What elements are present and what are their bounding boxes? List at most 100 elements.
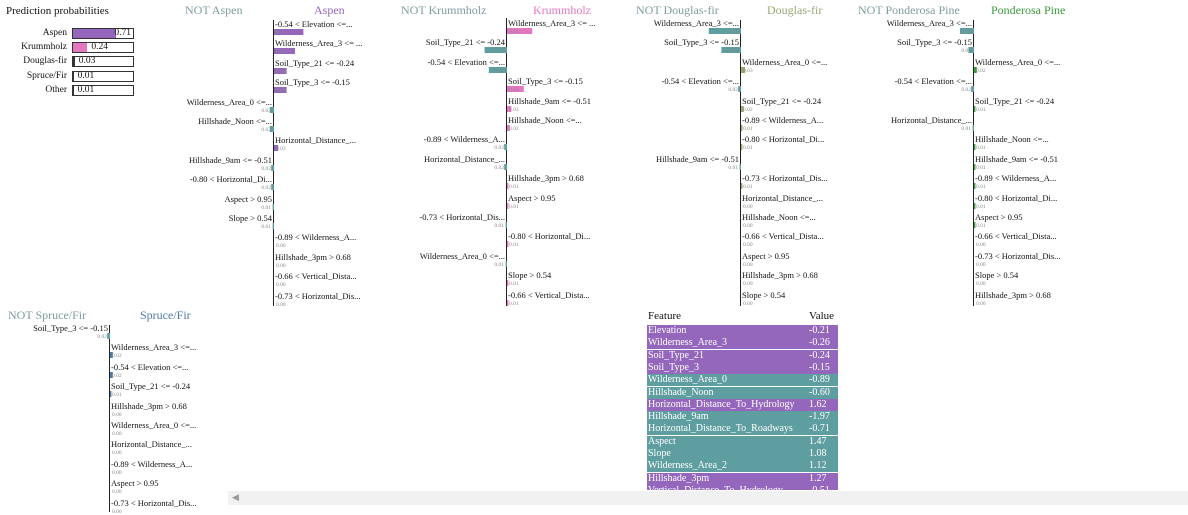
feature-label: -0.80 < Horizontal_Di...	[189, 174, 272, 184]
probability-label: Aspen	[42, 28, 67, 38]
feature-value-row: Vertical_Distance_To_Hydrology -0.51	[647, 484, 838, 490]
feature-label: Hillshade_9am <= -0.51	[188, 155, 272, 165]
feature-value-cell: 1.27	[809, 472, 827, 484]
feature-name-cell: Hillshade_9am	[648, 411, 709, 423]
feature-label: -0.73 < Horizontal_Dis...	[975, 251, 1061, 261]
feature-label: Hillshade_9am <= -0.51	[975, 154, 1059, 164]
feature-label: Soil_Type_21 <= -0.24	[275, 58, 355, 68]
feature-label: Horizontal_Distance_...	[111, 439, 192, 449]
feature-label: Hillshade_9am <= -0.51	[508, 96, 592, 106]
feature-label: Wilderness_Area_3 <=...	[653, 18, 739, 28]
feature-bar	[971, 86, 974, 92]
feature-bar-value: 0.00	[276, 282, 286, 288]
feature-value-cell: 1.12	[809, 460, 827, 472]
feature-bar-value: 0.00	[743, 301, 753, 307]
feature-bar	[505, 222, 507, 228]
feature-bar	[272, 223, 274, 229]
feature-label: -0.66 < Vertical_Dista...	[742, 231, 824, 241]
feature-label: Aspect > 0.95	[742, 251, 790, 261]
feature-value-cell: -0.51	[809, 485, 830, 490]
feature-label: -0.89 < Wilderness_A...	[742, 115, 824, 125]
feature-bar-value: 0.00	[743, 281, 753, 287]
feature-label: -0.54 < Elevation <=...	[275, 19, 353, 29]
feature-label: Horizontal_Distance_...	[275, 135, 356, 145]
feature-bar-value: 0.00	[276, 302, 286, 308]
feature-bar-value: 0.02	[112, 353, 122, 359]
feature-label: Hillshade_Noon <=...	[742, 212, 816, 222]
feature-name-cell: Aspect	[648, 435, 676, 447]
feature-label: Horizontal_Distance_...	[742, 193, 823, 203]
feature-label: Hillshade_3pm > 0.68	[275, 252, 351, 262]
probability-bar: 0.71	[72, 28, 134, 39]
probability-row: Aspen 0.71	[0, 28, 140, 41]
probability-fill	[73, 86, 74, 95]
feature-label: -0.54 < Elevation <=...	[111, 362, 189, 372]
feature-value-cell: -0.89	[809, 374, 830, 386]
feature-value-table: Feature Value Elevation -0.21 Wilderness_A…	[647, 310, 847, 490]
feature-value-row: Wilderness_Area_3 -0.26	[647, 337, 838, 350]
feature-bar-value: 0.03	[276, 146, 286, 152]
feature-label: Hillshade_Noon <=...	[198, 116, 272, 126]
feature-label: -0.73 < Horizontal_Dis...	[419, 212, 505, 222]
feature-bar-value: 0.00	[743, 242, 753, 248]
feature-value-cell: -0.26	[809, 337, 830, 349]
feature-label: Soil_Type_3 <= -0.15	[897, 37, 972, 47]
feature-value-cell: 1.62	[809, 398, 827, 410]
feature-value-cell: 1.47	[809, 435, 827, 447]
horizontal-scrollbar[interactable]: ◀	[228, 491, 1188, 505]
feature-bar-value: 0.00	[112, 509, 122, 515]
feature-bar-value: 0.01	[112, 392, 122, 398]
feature-value-row: Hillshade_9am -1.97	[647, 411, 838, 424]
feature-bar-value: 0.01	[961, 126, 971, 132]
scroll-left-icon[interactable]: ◀	[232, 492, 239, 502]
feature-label: Horizontal_Distance_...	[891, 115, 972, 125]
probability-label: Spruce/Fir	[26, 71, 67, 81]
feature-value-row: Soil_Type_21 -0.24	[647, 349, 838, 362]
class-title: Aspen	[314, 3, 345, 17]
feature-value-row: Slope 1.08	[647, 448, 838, 460]
feature-value-cell: 1.08	[809, 448, 827, 459]
feature-label: Hillshade_3pm > 0.68	[111, 401, 187, 411]
feature-bar-value: 0.00	[976, 281, 986, 287]
feature-bar	[505, 261, 507, 267]
feature-bar-value: 0.00	[112, 431, 122, 437]
feature-label: -0.54 < Elevation <=...	[894, 76, 972, 86]
not-class-title: NOT Ponderosa Pine	[858, 3, 960, 17]
probability-row: Krummholz 0.24	[0, 42, 140, 55]
feature-label: -0.73 < Horizontal_Dis...	[275, 291, 361, 301]
feature-value-row: Hillshade_Noon -0.60	[647, 386, 838, 399]
feature-bar-value: 0.01	[743, 145, 753, 151]
feature-name-cell: Wilderness_Area_2	[648, 460, 728, 472]
feature-bar-value: 0.00	[976, 262, 986, 268]
feature-bar-value: 0.00	[112, 450, 122, 456]
not-class-title: NOT Spruce/Fir	[8, 308, 87, 322]
probability-row: Douglas-fir 0.03	[0, 56, 140, 69]
class-title: Spruce/Fir	[140, 308, 191, 322]
feature-value-cell: -0.71	[809, 423, 830, 435]
feature-bar	[738, 86, 741, 92]
feature-value-row: Hillshade_3pm 1.27	[647, 472, 838, 485]
feature-bar-value: 0.02	[261, 166, 271, 172]
feature-bar-value: 0.01	[976, 165, 986, 171]
feature-label: -0.89 < Wilderness_A...	[975, 173, 1057, 183]
feature-bar	[272, 204, 274, 210]
feature-bar-value: 0.00	[112, 489, 122, 495]
feature-value-cell: -0.60	[809, 386, 830, 398]
feature-label: Wilderness_Area_0 <=...	[186, 97, 272, 107]
feature-value-cell: -0.21	[809, 325, 830, 336]
feature-label: -0.80 < Horizontal_Di...	[975, 193, 1058, 203]
feature-label: -0.89 < Wilderness_A...	[275, 232, 357, 242]
feature-label: Soil_Type_21 <= -0.24	[425, 37, 505, 47]
feature-bar-value: 0.00	[112, 470, 122, 476]
feature-value-row: Wilderness_Area_2 1.12	[647, 460, 838, 473]
feature-label: -0.66 < Vertical_Dista...	[975, 231, 1057, 241]
probability-value: 0.71	[114, 28, 131, 38]
feature-bar-value: 0.15	[276, 49, 286, 55]
feature-bar-value: 0.23	[728, 29, 738, 35]
feature-value-row: Elevation -0.21	[647, 325, 838, 337]
feature-label: -0.66 < Vertical_Dista...	[275, 271, 357, 281]
probability-label: Krummholz	[21, 42, 67, 52]
feature-label: Soil_Type_3 <= -0.15	[275, 77, 350, 87]
feature-label: Wilderness_Area_0 <=...	[419, 251, 505, 261]
